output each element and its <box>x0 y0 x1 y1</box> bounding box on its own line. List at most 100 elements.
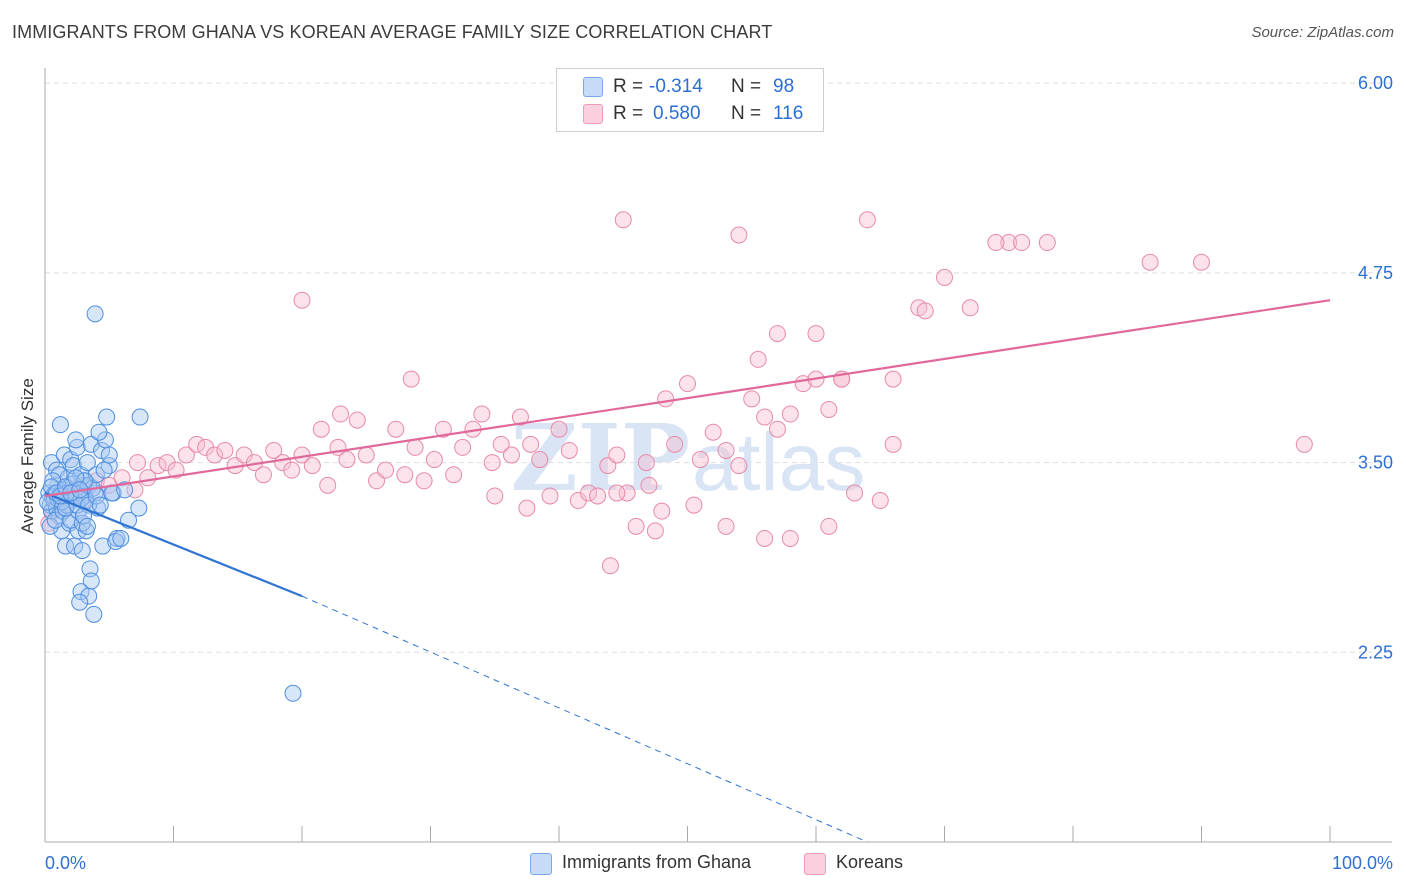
korean-point <box>188 435 206 453</box>
korean-point <box>434 420 452 438</box>
ghana-point <box>284 684 302 702</box>
korean-trend-line <box>44 299 1331 498</box>
korean-point <box>820 517 838 535</box>
ghana-swatch <box>583 77 603 97</box>
koreans-swatch <box>804 853 826 875</box>
korean-point <box>618 484 636 502</box>
korean-point <box>717 517 735 535</box>
korean-point <box>936 268 953 286</box>
ghana-point <box>98 408 116 426</box>
x-tick-label-max: 100.0% <box>1332 853 1393 873</box>
korean-point <box>601 557 619 575</box>
korean-point <box>1013 234 1031 252</box>
korean-point <box>348 411 366 429</box>
korean-point <box>1295 435 1313 453</box>
koreans-points <box>40 211 1313 575</box>
legend-r-label: R = <box>613 103 644 124</box>
korean-point <box>303 457 321 475</box>
korean-point <box>768 325 786 343</box>
bottom-legend-koreans-label: Koreans <box>836 852 904 872</box>
korean-point <box>312 420 330 438</box>
watermark: ZIP atlas <box>511 404 866 512</box>
korean-point <box>846 484 864 502</box>
korean-point <box>858 211 876 229</box>
legend-n-value: 98 <box>773 76 795 97</box>
ghana-swatch <box>530 853 552 875</box>
korean-point <box>454 438 472 456</box>
korean-point <box>589 487 607 505</box>
korean-point <box>987 234 1005 252</box>
korean-point <box>884 435 902 453</box>
korean-point <box>177 446 195 464</box>
korean-point <box>627 517 645 535</box>
ghana-point <box>85 605 103 623</box>
korean-point <box>483 454 501 472</box>
korean-point <box>425 451 443 469</box>
korean-point <box>1193 253 1210 271</box>
korean-point <box>1141 253 1159 271</box>
korean-point <box>283 461 301 479</box>
ghana-point <box>81 560 99 578</box>
y-tick-label: 3.50 <box>1358 453 1393 473</box>
korean-point <box>749 350 767 368</box>
korean-point <box>646 522 664 540</box>
korean-point <box>522 435 540 453</box>
korean-point <box>657 390 675 408</box>
korean-point <box>685 496 703 514</box>
korean-point <box>768 420 786 438</box>
korean-point <box>871 492 889 510</box>
ghana-trend-line <box>44 491 303 598</box>
legend-n-label: N = <box>731 103 762 124</box>
korean-point <box>206 446 224 464</box>
y-tick-label: 2.25 <box>1358 642 1393 662</box>
korean-point <box>216 441 234 459</box>
ghana-trend-extension <box>301 595 868 843</box>
korean-point <box>637 454 655 472</box>
korean-point <box>717 441 735 459</box>
chart-source: Source: ZipAtlas.com <box>1251 24 1394 41</box>
korean-point <box>387 420 405 438</box>
korean-point <box>254 466 272 484</box>
korean-point <box>129 454 147 472</box>
korean-point <box>961 299 979 317</box>
ghana-point <box>78 517 96 535</box>
ghana-point <box>82 572 100 590</box>
ghana-point <box>131 408 149 426</box>
korean-point <box>518 499 536 517</box>
ghana-point <box>86 305 104 323</box>
trend-lines <box>44 299 1331 843</box>
korean-point <box>730 226 748 244</box>
korean-point <box>691 451 709 469</box>
ghana-point <box>94 537 112 555</box>
korean-point <box>377 461 395 479</box>
korean-point <box>1038 234 1056 252</box>
korean-point <box>679 375 696 393</box>
watermark-zip: ZIP <box>511 404 690 512</box>
korean-point <box>704 423 722 441</box>
korean-point <box>486 487 504 505</box>
korean-point <box>293 291 311 309</box>
korean-point <box>265 441 283 459</box>
korean-point <box>640 476 658 494</box>
korean-point <box>653 502 671 520</box>
correlation-legend: R = -0.314 N = 98 R = 0.580 N = 116 <box>556 68 824 132</box>
korean-point <box>406 438 424 456</box>
legend-r-label: R = <box>613 76 644 97</box>
legend-n-label: N = <box>731 76 762 97</box>
ghana-point <box>67 431 85 449</box>
ghana-point <box>90 423 108 441</box>
korean-point <box>884 370 902 388</box>
y-tick-label: 6.00 <box>1358 73 1393 93</box>
legend-n-value: 116 <box>773 103 804 124</box>
korean-point <box>338 451 356 469</box>
axes <box>44 68 1392 843</box>
korean-point <box>550 420 568 438</box>
korean-point <box>149 457 167 475</box>
korean-point <box>666 435 684 453</box>
korean-point <box>807 325 825 343</box>
ghana-point <box>116 481 134 499</box>
ghana-point <box>73 542 91 560</box>
korean-point <box>167 461 185 479</box>
korean-point <box>511 408 529 426</box>
